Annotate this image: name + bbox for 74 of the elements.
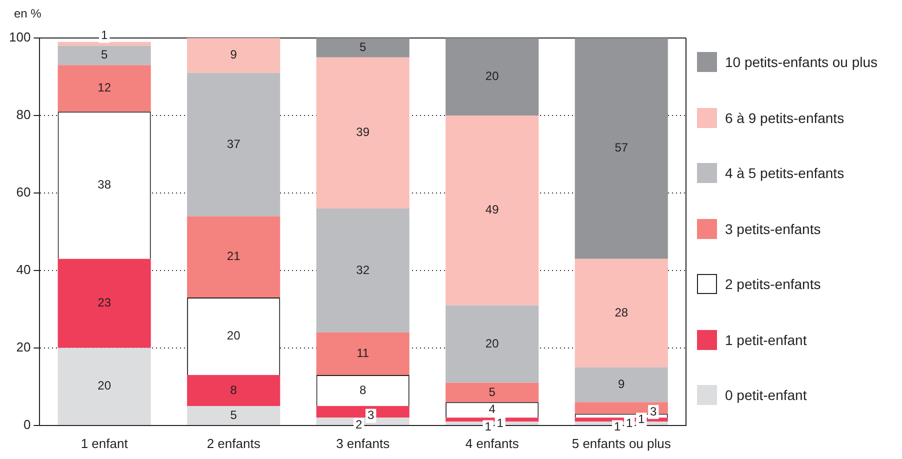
data-label: 37: [226, 136, 241, 151]
legend-label: 6 à 9 petits-enfants: [725, 110, 844, 126]
data-label: 20: [485, 336, 500, 350]
data-label: 57: [614, 140, 628, 155]
bar: [446, 305, 539, 383]
data-label: 12: [98, 80, 112, 95]
data-label: 5: [488, 384, 496, 399]
bar: [446, 382, 539, 402]
data-label: 1: [638, 412, 646, 426]
data-label: 1: [100, 28, 108, 42]
data-label: 5: [230, 408, 238, 422]
y-tick-label: 80: [16, 107, 31, 122]
bar: [316, 208, 410, 332]
data-label: 1: [496, 416, 504, 430]
bar: [446, 38, 539, 116]
data-label: 1: [484, 420, 492, 434]
data-label: 9: [618, 377, 626, 392]
y-tick-label: 20: [16, 340, 31, 354]
legend-label: 3 petits-enfants: [725, 220, 821, 236]
bar: [574, 258, 668, 368]
x-tick-label: 3 enfants: [336, 436, 390, 451]
y-tick-label: 40: [16, 262, 31, 278]
data-label: 8: [360, 382, 366, 397]
data-label: 4: [488, 402, 496, 416]
y-axis-title: en %: [14, 6, 42, 20]
bar: [187, 72, 280, 216]
x-tick-label: 2 enfants: [206, 436, 261, 451]
data-label: 1: [614, 420, 622, 434]
data-label: 3: [368, 408, 374, 422]
data-label: 5: [100, 48, 108, 62]
data-label: 23: [98, 296, 112, 310]
x-tick-label: 5 enfants ou plus: [572, 436, 672, 451]
bar: [316, 406, 410, 418]
bar: [316, 332, 410, 376]
bar: [187, 375, 280, 406]
y-tick-label: 60: [16, 184, 31, 200]
legend-label: 1 petit-enfant: [725, 332, 807, 348]
data-label: 28: [614, 305, 628, 320]
bar: [187, 216, 280, 298]
x-tick-label: 1 enfant: [80, 436, 128, 451]
bar: [58, 65, 151, 112]
data-label: 8: [230, 382, 238, 397]
data-label: 5: [360, 40, 366, 54]
bar: [446, 115, 539, 306]
bar: [58, 258, 151, 348]
data-label: 39: [356, 125, 370, 140]
legend-label: 10 petits-enfants ou plus: [725, 54, 878, 70]
bar: [574, 402, 668, 414]
legend-label: 0 petit-enfant: [725, 387, 807, 403]
bar: [574, 367, 668, 402]
bar: [58, 348, 151, 425]
data-label: 38: [98, 178, 112, 192]
data-label: 20: [226, 328, 241, 343]
data-label: 49: [485, 202, 500, 217]
bar: [187, 406, 280, 425]
bar: [58, 46, 151, 66]
legend-label: 4 à 5 petits-enfants: [725, 165, 844, 181]
y-tick-label: 0: [23, 416, 31, 432]
data-label: 2: [356, 418, 362, 432]
text: 2 petits-enfants: [725, 276, 821, 292]
data-label: 32: [356, 262, 370, 277]
data-label: 3: [650, 404, 658, 418]
data-label: 20: [98, 378, 112, 393]
bar: [316, 38, 410, 58]
data-label: 11: [356, 346, 370, 360]
bar: [187, 38, 280, 73]
data-label: 9: [230, 48, 238, 62]
data-label: 20: [485, 69, 500, 84]
data-label: 21: [226, 249, 241, 264]
x-tick-label: 4 enfants: [465, 436, 520, 451]
bar: [316, 57, 410, 208]
y-tick-label: 100: [8, 30, 31, 45]
bar: [574, 38, 668, 259]
data-label: 1: [626, 416, 634, 430]
